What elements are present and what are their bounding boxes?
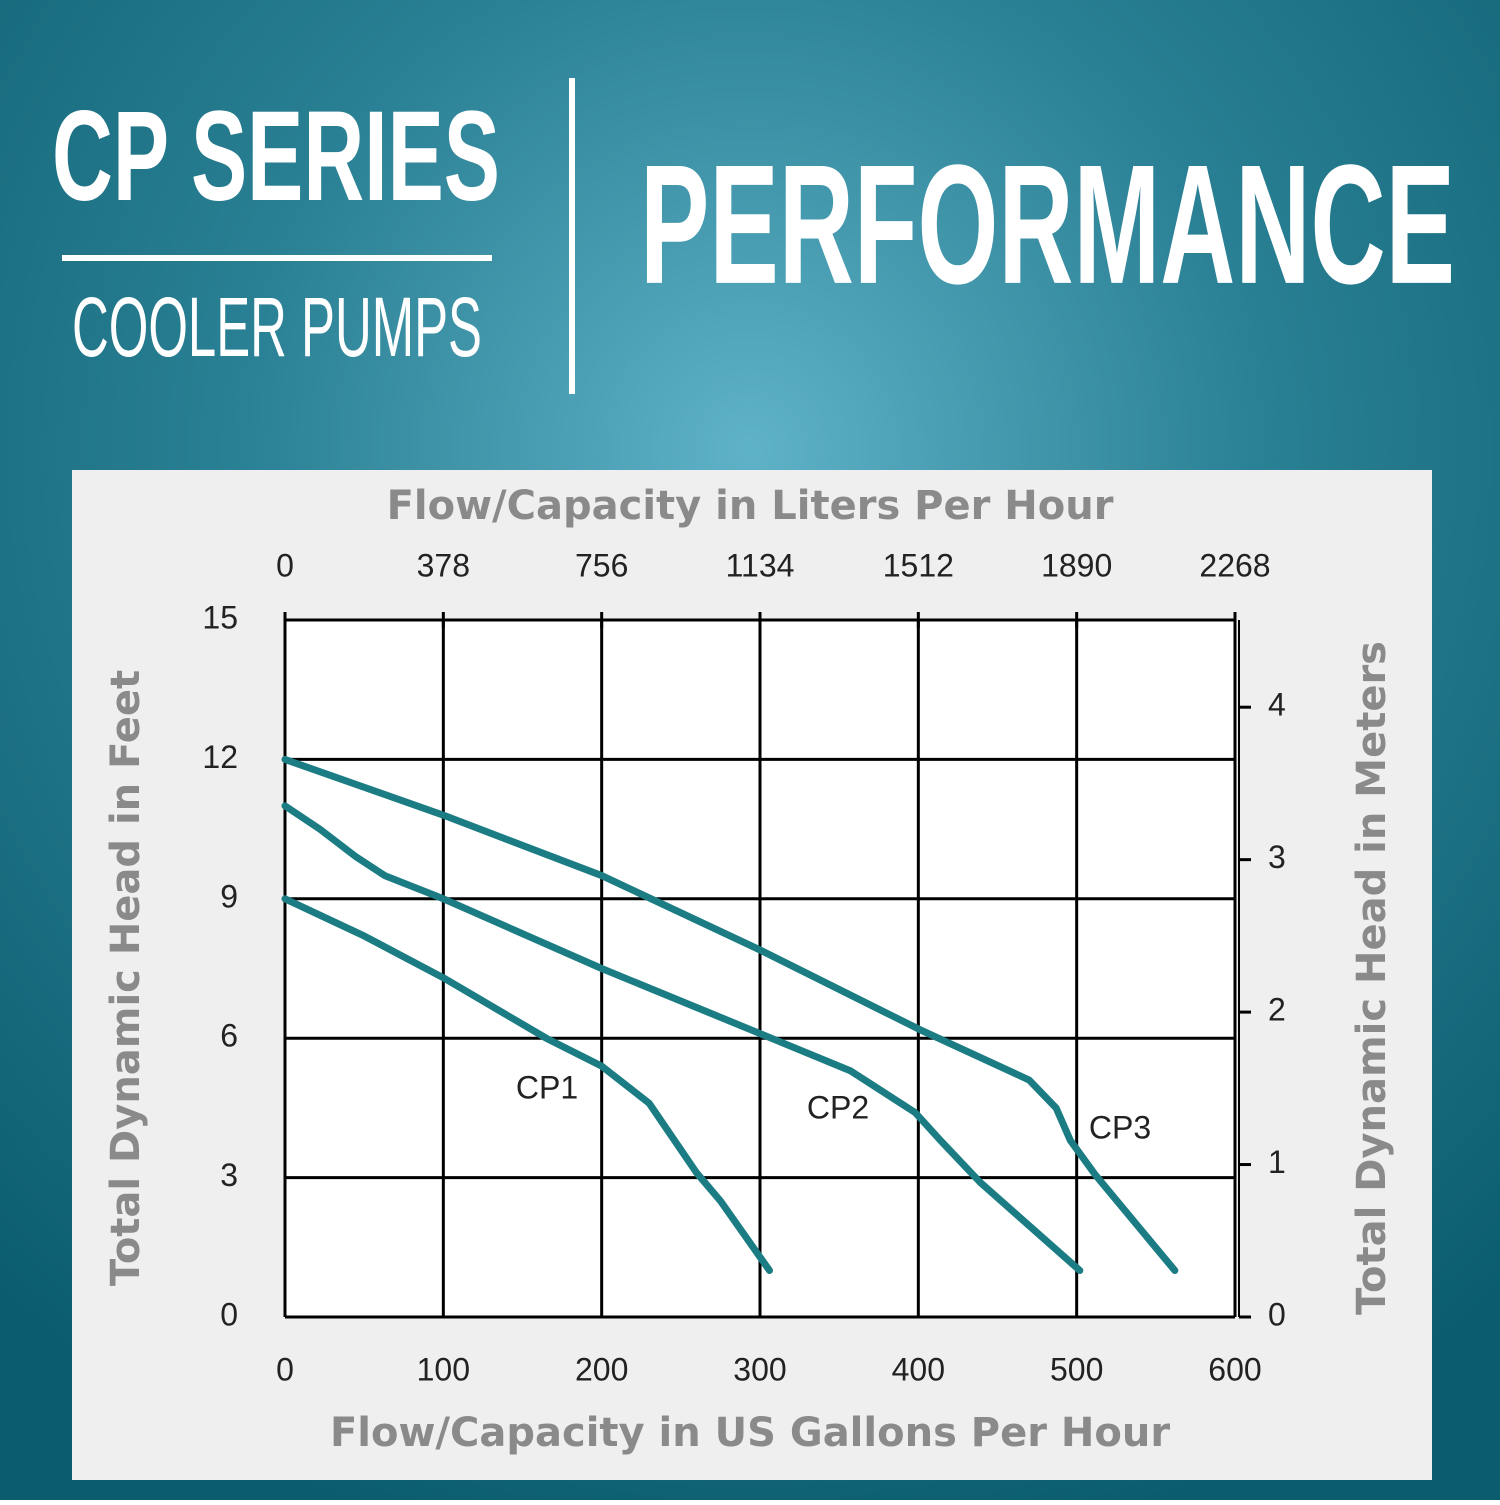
y-tick-label: 0 <box>220 1296 238 1332</box>
x-tick-label: 400 <box>892 1351 945 1387</box>
y-tick-label: 3 <box>220 1157 238 1193</box>
y-tick-label: 15 <box>202 599 238 635</box>
x-tick-label: 300 <box>733 1351 786 1387</box>
series-label: CP2 <box>807 1089 869 1125</box>
series-label: CP3 <box>1089 1109 1151 1145</box>
curve <box>281 755 1179 1275</box>
x-tick-label: 200 <box>575 1351 628 1387</box>
series-title: CP SERIES <box>52 85 500 228</box>
header-divider <box>569 78 575 394</box>
x2-tick-label: 0 <box>276 547 294 583</box>
x2-tick-label: 378 <box>417 547 470 583</box>
y2-tick-label: 3 <box>1268 839 1286 875</box>
curve <box>281 802 1084 1275</box>
x-tick-label: 100 <box>417 1351 470 1387</box>
y-axis-title: Total Dynamic Head in Feet <box>103 670 149 1286</box>
title-underline <box>62 255 492 261</box>
x2-tick-label: 1890 <box>1041 547 1112 583</box>
series-label: CP1 <box>516 1069 578 1105</box>
heading: PERFORMANCE <box>640 130 1455 320</box>
x-tick-label: 600 <box>1208 1351 1261 1387</box>
y-tick-label: 9 <box>220 878 238 914</box>
y-tick-label: 6 <box>220 1018 238 1054</box>
curve <box>281 895 773 1275</box>
series-subtitle: COOLER PUMPS <box>72 280 482 374</box>
y2-tick-label: 0 <box>1268 1296 1286 1332</box>
x2-axis-title: Flow/Capacity in Liters Per Hour <box>387 483 1114 529</box>
x-tick-label: 0 <box>276 1351 294 1387</box>
x2-tick-label: 2268 <box>1199 547 1270 583</box>
x-axis-title: Flow/Capacity in US Gallons Per Hour <box>330 1410 1170 1456</box>
y2-tick-label: 1 <box>1268 1144 1286 1180</box>
x2-tick-label: 1512 <box>883 547 954 583</box>
y2-tick-label: 2 <box>1268 992 1286 1028</box>
y2-axis-title: Total Dynamic Head in Meters <box>1349 641 1395 1315</box>
y-tick-label: 12 <box>202 739 238 775</box>
x2-tick-label: 756 <box>575 547 628 583</box>
y2-tick-label: 4 <box>1268 687 1286 723</box>
x2-tick-label: 1134 <box>726 547 795 583</box>
x-tick-label: 500 <box>1050 1351 1103 1387</box>
